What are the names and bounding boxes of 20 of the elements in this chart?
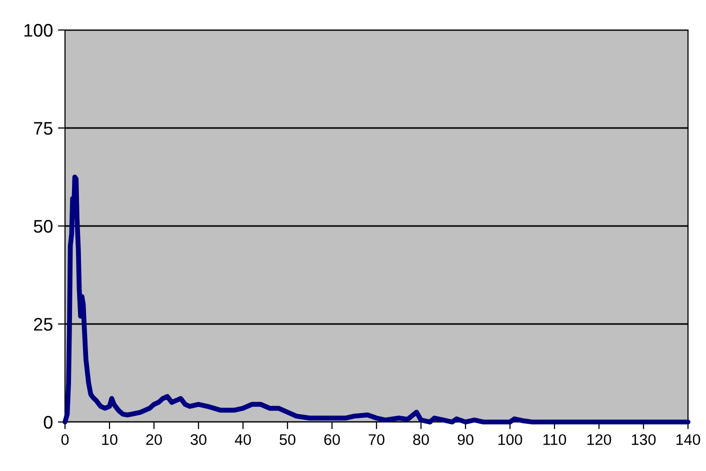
x-tick-label: 80 — [413, 434, 429, 446]
x-tick-label: 30 — [190, 434, 206, 446]
x-tick-label: 100 — [498, 434, 522, 446]
x-tick-label: 90 — [458, 434, 474, 446]
x-tick-label: 40 — [234, 434, 251, 446]
x-tick-label: 120 — [587, 434, 612, 446]
x-tick-label: 70 — [368, 434, 384, 446]
x-tick-label: 110 — [543, 434, 566, 446]
x-tick-label: 10 — [102, 434, 118, 446]
y-tick-label: 100 — [24, 24, 52, 37]
x-tick-label: 130 — [632, 434, 656, 446]
y-tick-label: 25 — [34, 318, 52, 331]
x-tick-label: 50 — [280, 434, 296, 446]
x-tick-label: 60 — [324, 434, 340, 446]
y-tick-label: 75 — [34, 122, 52, 135]
y-tick-label: 0 — [44, 416, 52, 429]
x-tick-label: 0 — [61, 434, 69, 446]
x-tick-label: 20 — [146, 434, 162, 446]
x-tick-label: 140 — [676, 434, 700, 446]
y-tick-label: 50 — [34, 220, 52, 233]
